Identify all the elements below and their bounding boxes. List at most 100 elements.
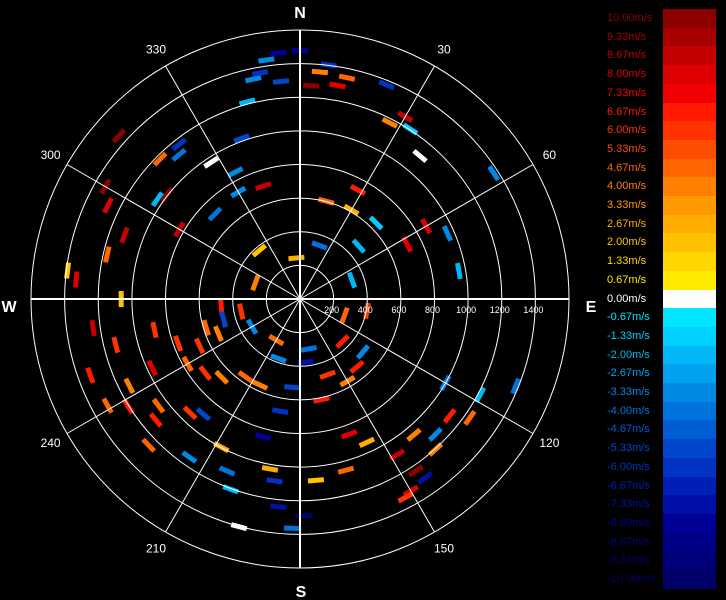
velocity-bin [349,359,365,374]
colorbar-swatch [663,513,716,534]
velocity-bin [254,432,272,442]
colorbar-label: 10.00m/s [607,12,653,24]
azimuth-label: 60 [543,148,557,162]
colorbar-swatch [663,139,716,160]
cardinal-label-w: W [1,299,17,316]
velocity-bin [270,353,287,364]
colorbar-swatch [663,158,716,178]
velocity-bin [103,246,112,263]
velocity-bin [141,437,156,453]
velocity-bin [270,49,287,57]
colorbar-swatch [663,383,716,403]
velocity-bin [219,311,229,328]
azimuth-label: 240 [41,436,61,450]
range-label: 600 [391,305,406,315]
velocity-bin [201,319,211,337]
colorbar-swatch [663,65,716,85]
colorbar-label: 5.33m/s [607,142,647,155]
velocity-bin [397,491,414,504]
velocity-bin [284,384,301,391]
colorbar-swatch [663,270,716,290]
velocity-bin [272,78,290,85]
velocity-bin [218,465,236,477]
velocity-bin [455,262,463,280]
velocity-bin [171,147,187,162]
azimuth-spoke [299,298,534,434]
colorbar-label: 7.33m/s [607,86,647,99]
range-label: 1400 [523,305,543,315]
colorbar-swatch [663,27,716,47]
velocity-bin [300,345,318,353]
cardinal-label-n: N [294,5,306,22]
colorbar-swatch [663,233,716,253]
velocity-bin [218,297,225,315]
colorbar-swatch [663,326,716,347]
colorbar-label: 3.33m/s [607,199,647,211]
colorbar-label: -2.67m/s [607,367,650,380]
colorbar-label: -10.00m/s [607,573,656,585]
colorbar-swatch [663,364,716,384]
velocity-bin [233,133,250,144]
velocity-bin [441,225,453,242]
velocity-bin [283,525,301,532]
colorbar-label: -8.00m/s [607,516,650,529]
velocity-bin [171,137,188,152]
velocity-bin [182,405,198,421]
azimuth-spoke [66,298,301,434]
colorbar-label: -1.33m/s [607,329,650,342]
colorbar-label: -5.33m/s [607,442,650,455]
axis-labels: N E S W 30 60 120 150 210 240 300 330 200 400 600 800 10… [1,5,596,600]
velocity-bin [378,79,395,91]
velocity-bin [340,429,358,440]
velocity-bin [474,386,487,404]
velocity-bin [212,325,224,342]
velocity-bin [319,369,336,380]
velocity-bin [237,303,246,320]
velocity-bin [368,215,384,231]
colorbar-label: 1.33m/s [607,255,647,268]
velocity-bin [266,477,283,485]
velocity-bin [73,271,80,288]
velocity-bin [207,206,223,222]
colorbar-swatch [663,345,716,365]
velocity-bin [238,97,256,107]
velocity-bin [261,465,279,473]
colorbar-label: 8.67m/s [607,49,647,62]
velocity-bin [85,366,96,384]
velocity-bin [311,68,329,76]
azimuth-label: 150 [434,541,454,555]
azimuth-spoke [66,164,301,300]
velocity-bin [358,436,376,449]
colorbar-swatch [663,532,716,552]
velocity-bin [152,151,168,167]
velocity-bin [271,407,289,416]
colorbar-swatch [663,121,716,141]
velocity-bin [406,427,422,442]
range-label: 400 [358,305,373,315]
azimuth-spoke [165,298,301,533]
azimuth-spoke [165,65,301,300]
velocity-bin [351,238,367,254]
velocity-bin [159,186,174,203]
colorbar-swatch [663,457,716,477]
azimuth-spoke [299,164,534,300]
colorbar-swatch [663,252,716,272]
velocity-bin [203,155,220,169]
velocity-bin [146,359,158,377]
azimuth-spoke [299,65,435,300]
colorbar-label: -4.00m/s [607,404,650,417]
velocity-bin [401,236,414,253]
velocity-bin [173,335,184,352]
colorbar-swatch [663,214,716,234]
velocity-bin [269,503,287,511]
velocity-bin [123,377,136,395]
colorbar-swatch [663,420,716,440]
velocity-bin [338,73,356,82]
velocity-bin [295,513,312,519]
colorbar-label: 8.00m/s [607,68,647,81]
velocity-bin [258,56,275,64]
colorbar-swatch [663,551,716,571]
velocity-bin [417,471,434,485]
range-label: 1000 [456,305,476,315]
colorbar-label: 6.00m/s [607,124,647,137]
